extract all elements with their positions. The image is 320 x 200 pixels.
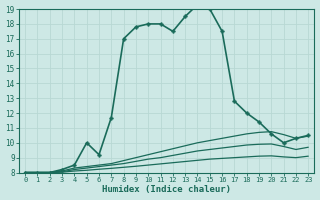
X-axis label: Humidex (Indice chaleur): Humidex (Indice chaleur) <box>102 185 231 194</box>
